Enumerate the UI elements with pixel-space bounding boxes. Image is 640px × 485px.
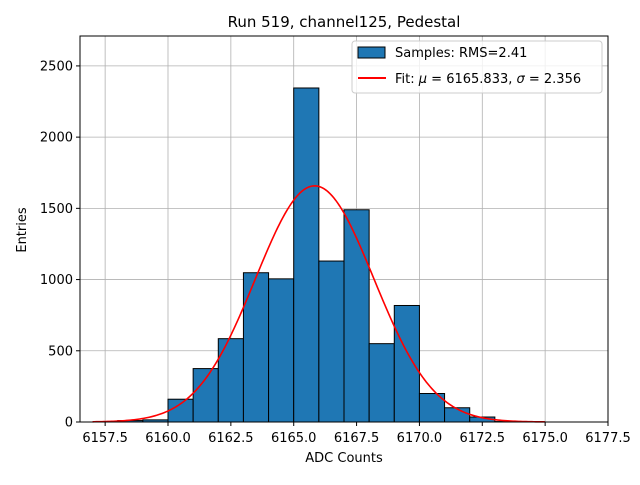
x-tick-label-2: 6162.5 [208,431,254,446]
y-axis-title: Entries [15,207,30,253]
x-tick-label-8: 6177.5 [585,431,631,446]
histogram-bar-8 [319,261,344,422]
histogram-bar-11 [394,305,419,422]
y-tick-label-2: 1000 [40,273,73,288]
x-tick-label-7: 6175.0 [522,431,568,446]
chart-title: Run 519, channel125, Pedestal [228,13,461,31]
x-tick-label-1: 6160.0 [145,431,191,446]
y-tick-label-0: 0 [65,416,73,431]
x-tick-label-6: 6172.5 [460,431,506,446]
y-tick-label-1: 500 [48,344,73,359]
legend-fit-suffix: = 2.356 [525,72,581,87]
y-tick-label-4: 2000 [40,131,73,146]
histogram-bar-13 [445,408,470,422]
x-tick-label-5: 6170.0 [397,431,443,446]
legend-fit-middle: = 6165.833, [427,72,516,87]
histogram-bar-6 [269,279,294,422]
x-axis-title: ADC Counts [305,451,383,466]
histogram-bar-2 [168,399,193,422]
legend-samples-swatch [358,47,385,58]
x-tick-label-4: 6167.5 [334,431,380,446]
x-tick-label-3: 6165.0 [271,431,317,446]
histogram-bar-7 [294,88,319,422]
legend-fit-label: Fit: μ = 6165.833, σ = 2.356 [395,72,581,87]
y-tick-label-3: 1500 [40,202,73,217]
histogram-bar-10 [369,344,394,422]
y-tick-label-5: 2500 [40,59,73,74]
legend-fit-prefix: Fit: [395,72,419,87]
histogram-bar-3 [193,369,218,422]
histogram-bar-5 [243,273,268,422]
histogram-bar-9 [344,210,369,422]
legend: Samples: RMS=2.41 Fit: μ = 6165.833, σ =… [352,41,602,93]
legend-samples-label: Samples: RMS=2.41 [395,46,527,61]
x-tick-label-0: 6157.5 [82,431,128,446]
legend-mu-symbol: μ [418,72,427,87]
